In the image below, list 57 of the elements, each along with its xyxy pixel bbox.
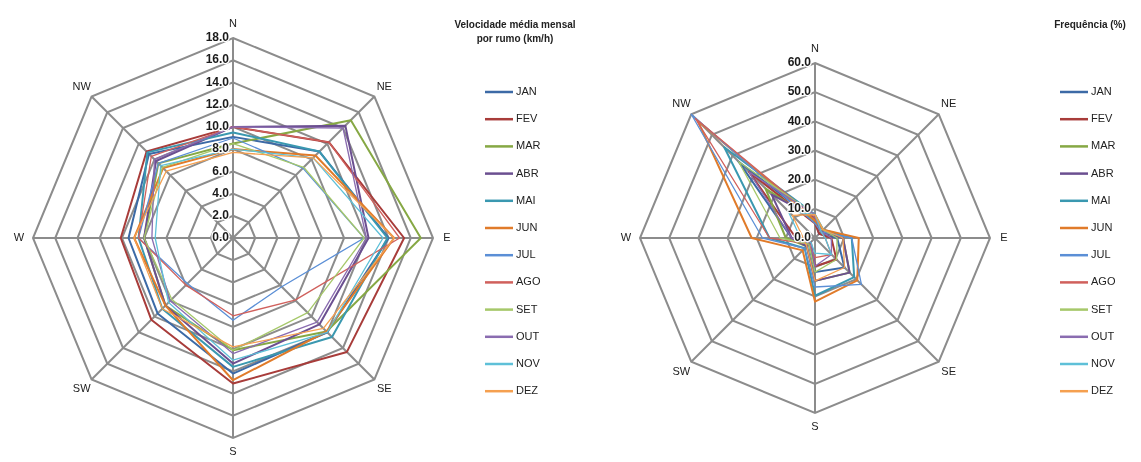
chart-title: Frequência (%) [1054, 19, 1126, 30]
legend-label: SET [516, 302, 538, 315]
y-tick-label: 6.0 [212, 163, 230, 178]
spoke-label: NE [941, 97, 957, 110]
legend-label: AGO [1091, 275, 1116, 288]
y-tick-label: 16.0 [205, 52, 230, 67]
legend-label: JAN [516, 84, 537, 97]
legend-label: AGO [516, 275, 541, 288]
legend-label: MAR [516, 139, 541, 152]
spoke-label: N [811, 41, 820, 54]
legend-label: JUN [516, 220, 538, 233]
y-tick-label: 14.0 [205, 74, 230, 89]
text: Velocidade média mensal por rumo (km/h) [454, 19, 576, 44]
y-tick-label: 10.0 [787, 201, 812, 216]
legend-label: FEV [1091, 112, 1114, 125]
y-tick-label: 0.0 [212, 230, 230, 245]
spoke-label: W [620, 230, 632, 243]
legend-label: OUT [516, 329, 540, 342]
spoke-label: SE [941, 364, 956, 377]
y-tick-label: 40.0 [787, 113, 812, 128]
y-tick-label: 4.0 [212, 185, 230, 200]
legend-label: MAR [1091, 139, 1116, 152]
legend-label: MAI [516, 193, 536, 206]
spoke-label: SW [672, 364, 691, 377]
legend-label: ABR [516, 166, 539, 179]
legend-label: JUL [1091, 248, 1111, 261]
spoke-label: W [13, 230, 25, 243]
legend-label: JUN [1091, 220, 1113, 233]
y-tick-label: 18.0 [205, 30, 230, 45]
legend-label: FEV [516, 112, 539, 125]
y-tick-label: 60.0 [787, 55, 812, 70]
legend-label: JAN [1091, 84, 1112, 97]
legend-label: ABR [1091, 166, 1114, 179]
spoke-label: NW [672, 97, 692, 110]
y-tick-label: 2.0 [212, 207, 230, 222]
y-tick-label: 12.0 [205, 96, 230, 111]
spoke-label: E [443, 230, 451, 243]
legend-label: NOV [1091, 356, 1116, 369]
y-tick-label: 20.0 [787, 171, 812, 186]
spoke-label: NW [72, 79, 92, 92]
y-tick-label: 30.0 [787, 142, 812, 157]
legend-label: SET [1091, 302, 1113, 315]
spoke-label: S [811, 419, 819, 432]
spoke-label: E [1000, 230, 1008, 243]
legend-label: DEZ [516, 384, 539, 397]
y-tick-label: 10.0 [205, 119, 230, 134]
legend-label: JUL [516, 248, 536, 261]
spoke-label: S [229, 444, 237, 457]
spoke-label: SW [72, 382, 92, 395]
legend-label: OUT [1091, 329, 1115, 342]
legend-label: DEZ [1091, 384, 1114, 397]
spoke-label: N [229, 16, 238, 29]
spoke-label: NE [376, 79, 392, 92]
y-tick-label: 50.0 [787, 84, 812, 99]
legend-label: MAI [1091, 193, 1111, 206]
spoke-label: SE [376, 382, 392, 395]
legend-label: NOV [516, 356, 541, 369]
